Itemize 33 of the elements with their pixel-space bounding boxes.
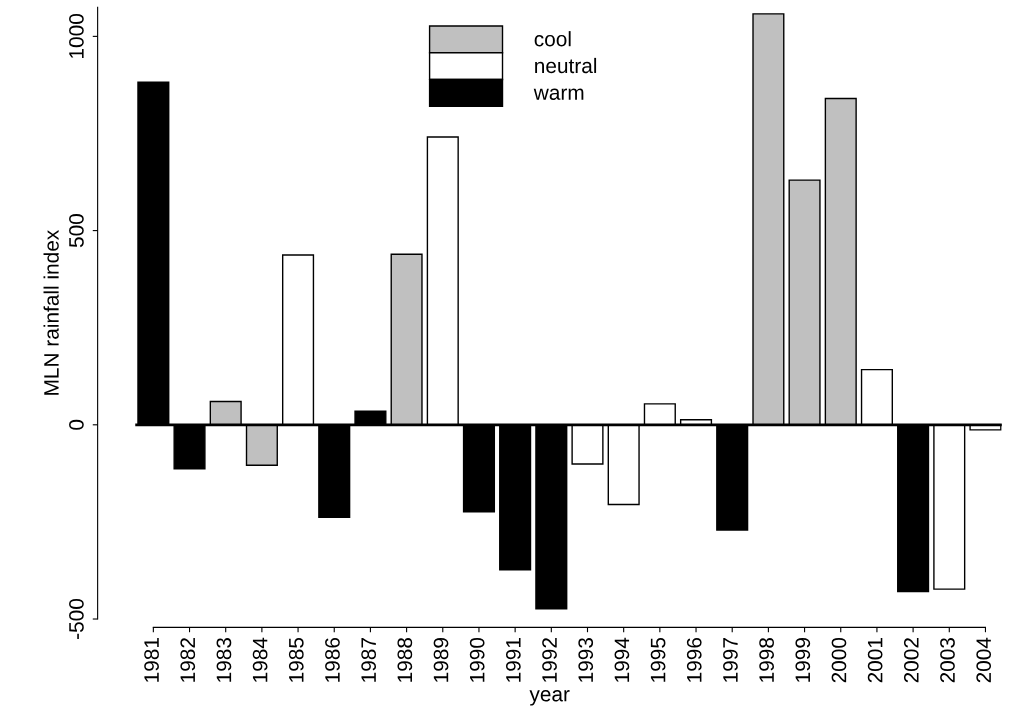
x-tick-label: 1993 — [578, 637, 594, 682]
x-tick-label: 2004 — [976, 637, 992, 683]
x-tick-label: 1984 — [252, 637, 268, 682]
x-tick-label: 1983 — [216, 637, 232, 682]
x-tick-label: 1981 — [144, 638, 159, 682]
x-axis-title: year — [529, 690, 570, 706]
x-tick-label: 1998 — [759, 637, 774, 682]
y-tick-label: -500 — [69, 598, 84, 639]
x-tick-label: 1990 — [469, 637, 485, 682]
legend-label: neutral — [535, 57, 597, 74]
y-axis-title: MLN rainfall index — [43, 229, 59, 395]
x-tick-label: 2000 — [831, 637, 847, 683]
legend-label: cool — [534, 31, 571, 47]
x-tick-label: 1999 — [795, 638, 811, 682]
x-tick-label: 1985 — [288, 637, 304, 682]
x-tick-label: 2003 — [940, 637, 955, 683]
x-tick-label: 1996 — [686, 637, 702, 682]
x-tick-label: 1995 — [650, 637, 666, 682]
x-tick-label: 1997 — [723, 638, 738, 682]
x-tick-label: 1989 — [433, 638, 449, 682]
y-tick-label: 0 — [69, 419, 84, 430]
x-tick-label: 1986 — [325, 637, 340, 682]
x-tick-label: 1994 — [614, 637, 630, 682]
x-tick-label: 1992 — [542, 638, 557, 682]
legend-label: warm — [533, 88, 584, 100]
x-tick-label: 1982 — [180, 638, 196, 682]
x-tick-label: 2001 — [867, 638, 883, 683]
y-tick-label: 1000 — [69, 14, 84, 58]
y-tick-label: 500 — [69, 214, 84, 248]
x-tick-label: 1987 — [361, 638, 377, 682]
x-tick-label: 1991 — [505, 638, 521, 682]
x-tick-label: 1988 — [397, 637, 413, 682]
x-tick-label: 2002 — [903, 638, 919, 683]
